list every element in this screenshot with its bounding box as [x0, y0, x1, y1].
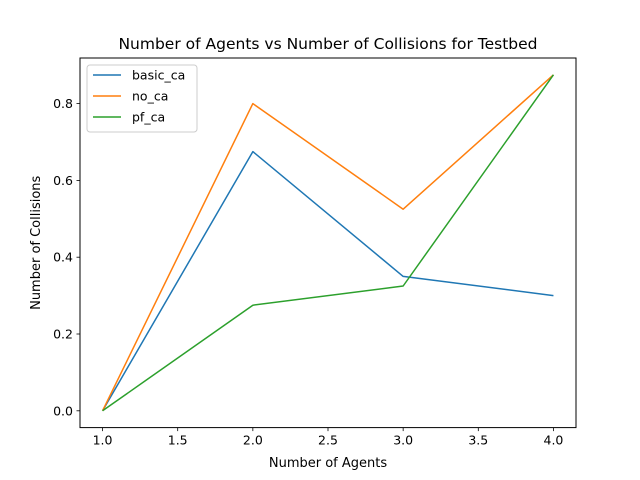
- x-tick-label: 1.5: [168, 433, 188, 448]
- legend-label-basic-ca: basic_ca: [132, 68, 185, 83]
- x-tick-label: 1.0: [93, 433, 113, 448]
- y-tick-label: 0.2: [53, 327, 73, 342]
- x-tick-label: 3.5: [468, 433, 488, 448]
- x-tick-label: 4.0: [544, 433, 564, 448]
- legend-label-pf-ca: pf_ca: [132, 110, 165, 125]
- y-tick-label: 0.8: [53, 96, 73, 111]
- y-axis: 0.0 0.2 0.4 0.6 0.8: [53, 96, 80, 418]
- x-tick-label: 2.0: [243, 433, 263, 448]
- y-tick-label: 0.6: [53, 173, 73, 188]
- y-tick-label: 0.4: [53, 250, 73, 265]
- x-tick-label: 2.5: [318, 433, 338, 448]
- legend-frame: [86, 64, 198, 133]
- x-tick-label: 3.0: [393, 433, 413, 448]
- legend-label-no-ca: no_ca: [132, 89, 168, 104]
- series-line-no-ca: [101, 74, 554, 412]
- series-layer: [101, 74, 555, 412]
- y-axis-label: Number of Collisions: [29, 175, 44, 309]
- x-axis-label: Number of Agents: [269, 456, 387, 471]
- x-axis: 1.0 1.5 2.0 2.5 3.0 3.5 4.0: [93, 427, 564, 448]
- series-line-pf-ca: [102, 74, 555, 412]
- chart-title: Number of Agents vs Number of Collisions…: [118, 35, 537, 53]
- series-line-basic-ca: [101, 150, 554, 412]
- y-tick-label: 0.0: [53, 403, 73, 418]
- legend: basic_ca no_ca pf_ca: [86, 64, 198, 133]
